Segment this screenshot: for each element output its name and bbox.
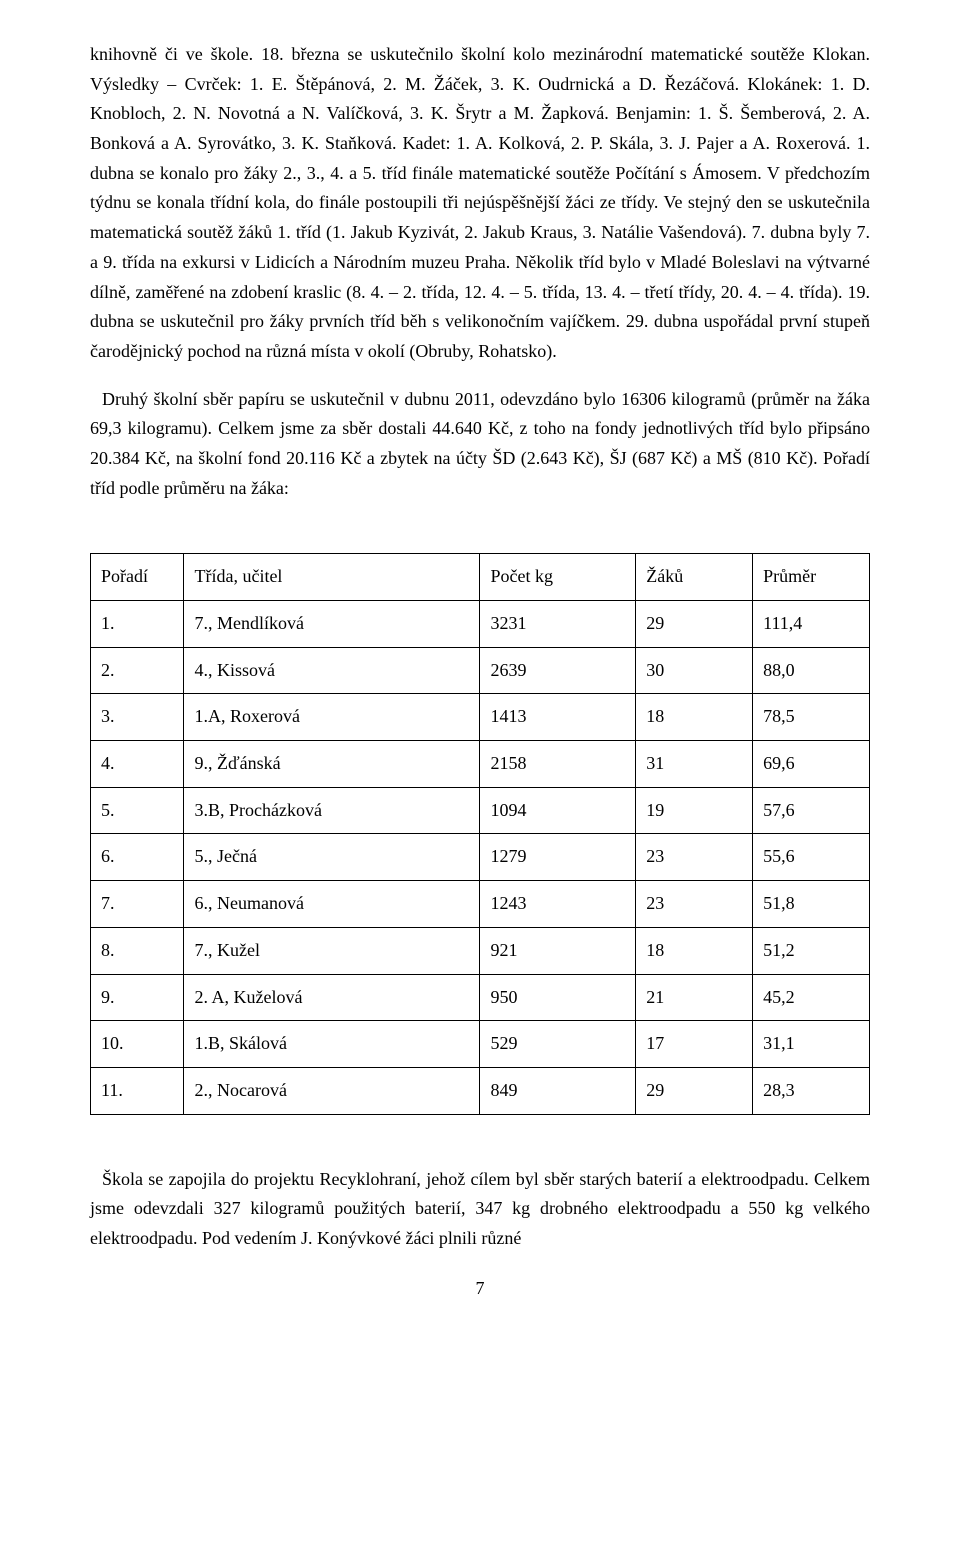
cell-prumer: 111,4 — [753, 601, 870, 648]
cell-poradi: 8. — [91, 927, 184, 974]
cell-trida: 4., Kissová — [184, 647, 480, 694]
table-row: 6.5., Ječná12792355,6 — [91, 834, 870, 881]
cell-prumer: 55,6 — [753, 834, 870, 881]
cell-prumer: 51,8 — [753, 881, 870, 928]
cell-kg: 529 — [480, 1021, 636, 1068]
table-row: 10.1.B, Skálová5291731,1 — [91, 1021, 870, 1068]
cell-zaku: 18 — [636, 694, 753, 741]
cell-kg: 849 — [480, 1067, 636, 1114]
cell-prumer: 31,1 — [753, 1021, 870, 1068]
cell-trida: 5., Ječná — [184, 834, 480, 881]
cell-poradi: 5. — [91, 787, 184, 834]
ranking-table: Pořadí Třída, učitel Počet kg Žáků Průmě… — [90, 553, 870, 1114]
table-row: 2.4., Kissová26393088,0 — [91, 647, 870, 694]
table-row: 1.7., Mendlíková323129111,4 — [91, 601, 870, 648]
cell-kg: 950 — [480, 974, 636, 1021]
table-row: 7.6., Neumanová12432351,8 — [91, 881, 870, 928]
cell-zaku: 17 — [636, 1021, 753, 1068]
cell-kg: 2158 — [480, 741, 636, 788]
table-row: 5.3.B, Procházková10941957,6 — [91, 787, 870, 834]
cell-trida: 1.A, Roxerová — [184, 694, 480, 741]
cell-zaku: 31 — [636, 741, 753, 788]
cell-zaku: 29 — [636, 1067, 753, 1114]
table-header-row: Pořadí Třída, učitel Počet kg Žáků Průmě… — [91, 554, 870, 601]
cell-kg: 1279 — [480, 834, 636, 881]
cell-prumer: 88,0 — [753, 647, 870, 694]
cell-trida: 2. A, Kuželová — [184, 974, 480, 1021]
cell-poradi: 2. — [91, 647, 184, 694]
cell-poradi: 1. — [91, 601, 184, 648]
cell-zaku: 30 — [636, 647, 753, 694]
cell-trida: 7., Mendlíková — [184, 601, 480, 648]
paragraph-3: Škola se zapojila do projektu Recyklohra… — [90, 1165, 870, 1254]
cell-poradi: 10. — [91, 1021, 184, 1068]
cell-zaku: 29 — [636, 601, 753, 648]
paragraph-1: knihovně či ve škole. 18. března se usku… — [90, 40, 870, 367]
cell-poradi: 4. — [91, 741, 184, 788]
cell-kg: 1413 — [480, 694, 636, 741]
cell-trida: 1.B, Skálová — [184, 1021, 480, 1068]
cell-kg: 2639 — [480, 647, 636, 694]
cell-poradi: 3. — [91, 694, 184, 741]
cell-prumer: 57,6 — [753, 787, 870, 834]
cell-kg: 1243 — [480, 881, 636, 928]
cell-zaku: 18 — [636, 927, 753, 974]
cell-poradi: 9. — [91, 974, 184, 1021]
cell-trida: 3.B, Procházková — [184, 787, 480, 834]
header-zaku: Žáků — [636, 554, 753, 601]
page-number: 7 — [90, 1274, 870, 1304]
cell-kg: 3231 — [480, 601, 636, 648]
cell-trida: 6., Neumanová — [184, 881, 480, 928]
table-row: 4.9., Žďánská21583169,6 — [91, 741, 870, 788]
cell-poradi: 6. — [91, 834, 184, 881]
table-row: 11.2., Nocarová8492928,3 — [91, 1067, 870, 1114]
cell-poradi: 11. — [91, 1067, 184, 1114]
table-body: 1.7., Mendlíková323129111,42.4., Kissová… — [91, 601, 870, 1115]
cell-zaku: 19 — [636, 787, 753, 834]
cell-poradi: 7. — [91, 881, 184, 928]
cell-kg: 921 — [480, 927, 636, 974]
cell-prumer: 69,6 — [753, 741, 870, 788]
cell-zaku: 21 — [636, 974, 753, 1021]
header-trida: Třída, učitel — [184, 554, 480, 601]
cell-prumer: 45,2 — [753, 974, 870, 1021]
cell-trida: 2., Nocarová — [184, 1067, 480, 1114]
header-poradi: Pořadí — [91, 554, 184, 601]
cell-prumer: 78,5 — [753, 694, 870, 741]
table-row: 3.1.A, Roxerová14131878,5 — [91, 694, 870, 741]
table-row: 9.2. A, Kuželová9502145,2 — [91, 974, 870, 1021]
header-kg: Počet kg — [480, 554, 636, 601]
cell-trida: 9., Žďánská — [184, 741, 480, 788]
cell-zaku: 23 — [636, 881, 753, 928]
cell-trida: 7., Kužel — [184, 927, 480, 974]
cell-prumer: 28,3 — [753, 1067, 870, 1114]
cell-kg: 1094 — [480, 787, 636, 834]
cell-zaku: 23 — [636, 834, 753, 881]
table-row: 8.7., Kužel9211851,2 — [91, 927, 870, 974]
cell-prumer: 51,2 — [753, 927, 870, 974]
header-prumer: Průměr — [753, 554, 870, 601]
paragraph-2: Druhý školní sběr papíru se uskutečnil v… — [90, 385, 870, 504]
